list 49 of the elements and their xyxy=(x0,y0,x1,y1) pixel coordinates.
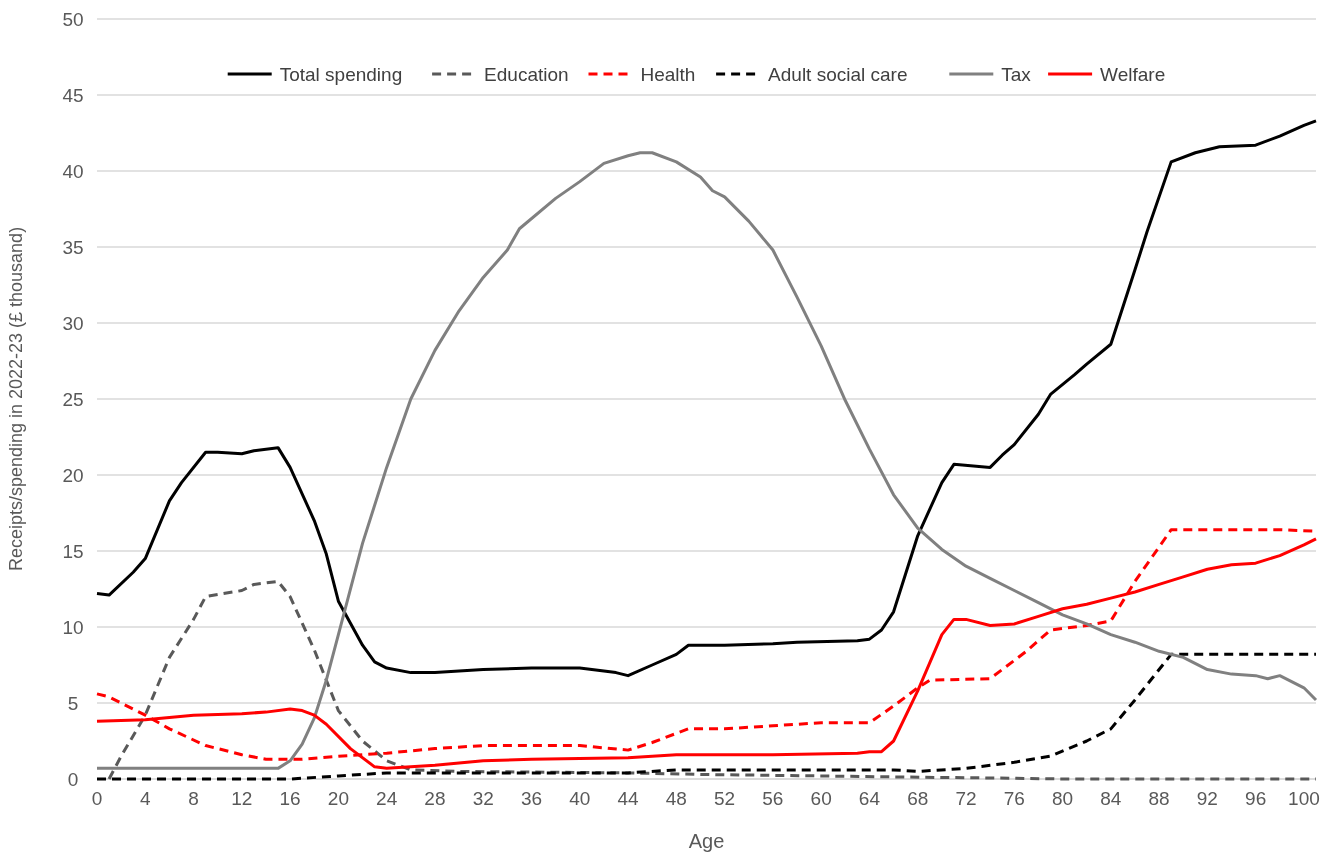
x-tick-label: 44 xyxy=(617,788,640,809)
x-tick-label: 52 xyxy=(714,788,736,809)
y-tick-label: 25 xyxy=(62,388,84,410)
x-tick-label: 100 xyxy=(1288,788,1320,809)
x-tick-label: 12 xyxy=(231,788,253,809)
legend-label: Education xyxy=(484,63,569,85)
x-tick-label: 80 xyxy=(1051,788,1074,809)
y-tick-label: 50 xyxy=(62,8,84,30)
x-tick-label: 56 xyxy=(762,788,784,809)
x-tick-label: 24 xyxy=(376,788,398,809)
x-tick-label: 28 xyxy=(424,788,446,809)
line-series xyxy=(95,652,1318,781)
x-tick-label: 20 xyxy=(327,788,349,809)
y-tick-label: 0 xyxy=(67,768,79,790)
y-tick-label: 5 xyxy=(67,692,79,714)
y-tick-label: 45 xyxy=(62,84,84,106)
y-tick-label: 20 xyxy=(62,464,84,486)
x-tick-label: 64 xyxy=(858,788,881,809)
x-tick-label: 68 xyxy=(907,788,929,809)
line-series xyxy=(95,151,1318,770)
x-tick-label: 8 xyxy=(188,788,199,809)
line-series xyxy=(95,119,1318,678)
x-axis-title: Age xyxy=(688,830,725,852)
legend-label: Welfare xyxy=(1100,63,1166,85)
y-axis-title: Receipts/spending in 2022-23 (£ thousand) xyxy=(6,226,26,572)
legend-label: Adult social care xyxy=(768,63,908,85)
legend-label: Total spending xyxy=(279,63,403,85)
x-tick-label: 60 xyxy=(810,788,832,809)
x-tick-label: 72 xyxy=(955,788,977,809)
x-tick-label: 88 xyxy=(1148,788,1170,809)
x-tick-label: 48 xyxy=(665,788,687,809)
y-tick-label: 15 xyxy=(62,540,84,562)
legend-label: Tax xyxy=(1001,63,1032,85)
y-tick-label: 35 xyxy=(62,236,84,258)
x-tick-label: 4 xyxy=(139,788,151,809)
x-tick-label: 40 xyxy=(569,788,591,809)
x-tick-label: 84 xyxy=(1100,788,1122,809)
x-tick-label: 76 xyxy=(1003,788,1025,809)
y-tick-label: 40 xyxy=(62,160,84,182)
x-tick-label: 32 xyxy=(472,788,494,809)
x-tick-label: 0 xyxy=(91,788,103,809)
y-tick-label: 30 xyxy=(62,312,84,334)
x-tick-label: 96 xyxy=(1245,788,1267,809)
x-tick-label: 36 xyxy=(520,788,543,809)
legend-label: Health xyxy=(640,63,696,85)
x-tick-label: 92 xyxy=(1196,788,1218,809)
x-tick-label: 16 xyxy=(279,788,301,809)
line-series xyxy=(107,579,1318,781)
y-tick-label: 10 xyxy=(62,616,84,638)
